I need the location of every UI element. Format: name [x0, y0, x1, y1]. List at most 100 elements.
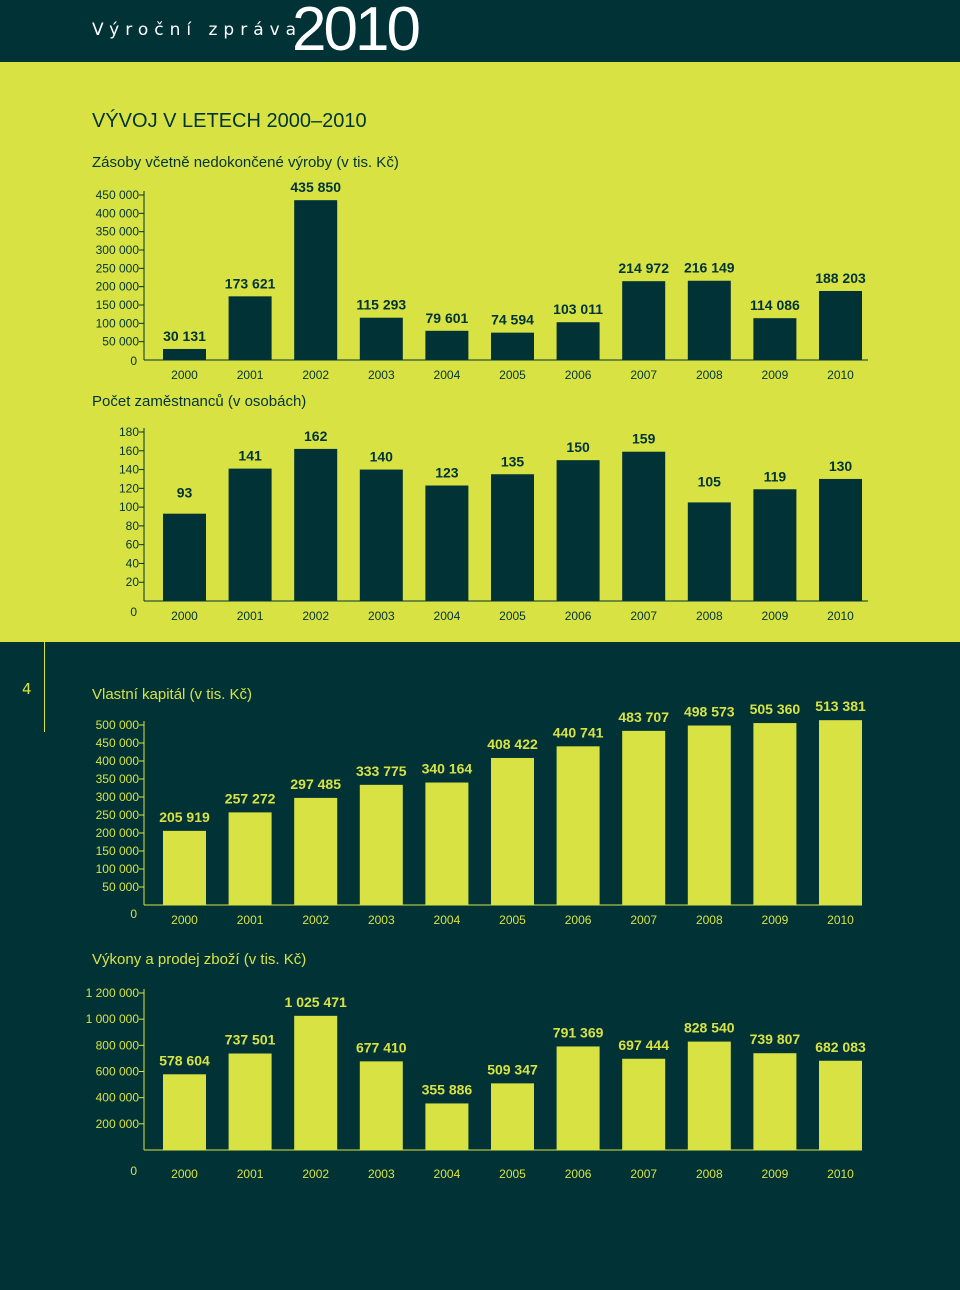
x-tick-label: 2007 — [630, 913, 657, 927]
y-tick-label: 600 000 — [96, 1065, 140, 1079]
y-tick-label: 450 000 — [96, 188, 140, 202]
x-tick-label: 2008 — [696, 913, 723, 927]
y-tick-label: 100 000 — [96, 316, 140, 330]
bar-2002 — [294, 448, 338, 601]
value-label: 498 573 — [684, 704, 735, 720]
value-label: 737 501 — [225, 1032, 276, 1048]
y-tick-label: 1 200 000 — [86, 986, 140, 1000]
bar-2006 — [556, 746, 600, 905]
chart-title-output-sales: Výkony a prodej zboží (v tis. Kč) — [92, 951, 307, 968]
x-tick-label: 2006 — [565, 368, 592, 382]
value-label: 257 272 — [225, 790, 276, 806]
value-label: 93 — [177, 485, 193, 501]
value-label: 173 621 — [225, 275, 276, 291]
chart-employees: 0 20 40 60 80 100 120 140 160 180 93 2000 141 2001 162… — [119, 425, 868, 623]
y-tick-label: 140 — [119, 463, 139, 477]
green-panel — [0, 62, 960, 642]
bar-2007 — [622, 281, 666, 360]
y-tick-label: 800 000 — [96, 1038, 140, 1052]
y-tick-label: 40 — [126, 556, 140, 570]
bar-2000 — [163, 1074, 206, 1150]
value-label: 141 — [238, 448, 262, 464]
x-tick-label: 2007 — [630, 368, 657, 382]
x-tick-label: 2002 — [302, 1167, 329, 1181]
x-tick-label: 2006 — [565, 913, 592, 927]
y-tick-label: 400 000 — [96, 206, 140, 220]
value-label: 483 707 — [618, 709, 669, 725]
value-label: 130 — [829, 458, 853, 474]
value-label: 440 741 — [553, 724, 604, 740]
x-tick-label: 2004 — [434, 609, 461, 623]
x-tick-label: 2004 — [434, 368, 461, 382]
chart-title-equity: Vlastní kapitál (v tis. Kč) — [92, 686, 253, 703]
y-tick-label: 200 000 — [96, 280, 140, 294]
bar-2004 — [425, 782, 469, 905]
x-tick-label: 2008 — [696, 368, 723, 382]
x-tick-label: 2004 — [434, 1167, 461, 1181]
value-label: 297 485 — [290, 776, 341, 792]
value-label: 188 203 — [815, 270, 866, 286]
bar-2010 — [819, 478, 862, 601]
bar-2002 — [294, 200, 338, 360]
report-header: Výroční zpráva 2010 — [0, 0, 960, 64]
bar-2008 — [687, 725, 731, 905]
value-label: 135 — [501, 453, 525, 469]
bar-2009 — [753, 1053, 797, 1150]
bar-2008 — [687, 1041, 731, 1150]
page-rule — [44, 604, 45, 732]
y-tick-label: 180 — [119, 425, 139, 439]
y-tick-label: 0 — [130, 907, 137, 921]
bar-2001 — [228, 1053, 272, 1150]
y-tick-label: 350 000 — [96, 225, 140, 239]
y-tick-label: 200 000 — [96, 1117, 140, 1131]
x-tick-label: 2005 — [499, 913, 526, 927]
y-tick-label: 150 000 — [96, 298, 140, 312]
value-label: 682 083 — [815, 1039, 866, 1055]
bar-2003 — [359, 469, 403, 601]
bar-2008 — [687, 502, 731, 601]
x-tick-label: 2007 — [630, 1167, 657, 1181]
x-tick-label: 2000 — [171, 609, 198, 623]
x-tick-label: 2007 — [630, 609, 657, 623]
bar-2002 — [294, 797, 338, 905]
chart-title-inventory: Zásoby včetně nedokončené výroby (v tis.… — [92, 154, 399, 171]
value-label: 408 422 — [487, 736, 538, 752]
x-tick-label: 2002 — [302, 609, 329, 623]
y-tick-label: 0 — [130, 605, 137, 619]
bar-2006 — [556, 1046, 600, 1150]
y-tick-label: 450 000 — [96, 736, 140, 750]
x-tick-label: 2003 — [368, 609, 395, 623]
bar-2005 — [491, 1083, 534, 1150]
x-tick-label: 2001 — [237, 609, 264, 623]
value-label: 677 410 — [356, 1039, 407, 1055]
x-tick-label: 2001 — [237, 913, 264, 927]
value-label: 214 972 — [618, 260, 669, 276]
report-year: 2010 — [292, 0, 421, 64]
chart-equity: 0 50 000 100 000 150 000 200 000 250 000 300 0… — [96, 698, 866, 927]
value-label: 1 025 471 — [285, 994, 347, 1010]
x-tick-label: 2009 — [762, 368, 789, 382]
x-tick-label: 2006 — [565, 1167, 592, 1181]
value-label: 216 149 — [684, 260, 735, 276]
y-tick-label: 0 — [130, 1164, 137, 1178]
page-number: 4 — [22, 680, 32, 698]
bar-2006 — [556, 460, 600, 601]
bar-2010 — [819, 1060, 862, 1150]
bar-2004 — [425, 1103, 469, 1150]
x-tick-label: 2010 — [827, 1167, 854, 1181]
bar-2010 — [819, 290, 862, 360]
value-label: 513 381 — [815, 698, 866, 714]
value-label: 114 086 — [750, 297, 800, 313]
y-tick-label: 1 000 000 — [86, 1012, 140, 1026]
y-tick-label: 400 000 — [96, 1091, 140, 1105]
bar-2000 — [163, 513, 206, 601]
y-tick-label: 0 — [130, 354, 137, 368]
x-tick-label: 2005 — [499, 368, 526, 382]
x-tick-label: 2004 — [434, 913, 461, 927]
y-tick-label: 100 000 — [96, 862, 140, 876]
y-tick-label: 250 000 — [96, 261, 140, 275]
x-tick-label: 2002 — [302, 913, 329, 927]
x-tick-label: 2003 — [368, 913, 395, 927]
x-tick-label: 2010 — [827, 609, 854, 623]
bar-2003 — [359, 784, 403, 905]
